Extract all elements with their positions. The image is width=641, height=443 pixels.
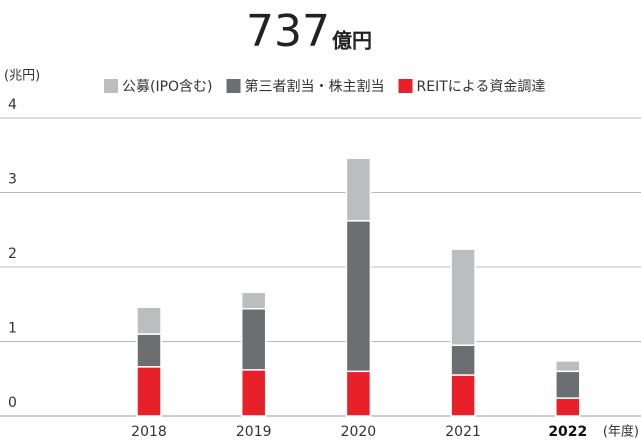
bar-segment <box>555 360 581 373</box>
y-tick-label: 4 <box>8 97 17 113</box>
bar-segment <box>240 369 267 417</box>
legend-swatch <box>226 79 241 93</box>
bar-segment <box>345 220 372 373</box>
x-tick-label: 2018 <box>131 424 167 440</box>
bar-segment <box>136 333 162 368</box>
x-tick-label: 2019 <box>236 424 272 440</box>
bar-segment <box>136 366 162 417</box>
bar-segment <box>450 374 476 417</box>
chart-title-unit: 億円 <box>332 29 372 53</box>
bar-segment <box>555 397 581 417</box>
x-tick-label: 2022 <box>548 424 587 440</box>
bar-segment <box>450 248 476 346</box>
y-axis-label: (兆円) <box>4 69 40 84</box>
chart-title: 737 <box>246 6 330 57</box>
x-tick-label: 2021 <box>445 424 481 440</box>
legend-label: 公募(IPO含む) <box>122 79 213 95</box>
bar-segment <box>555 370 581 399</box>
bar-segment <box>345 370 372 417</box>
bar-segment <box>240 291 267 310</box>
y-tick-label: 2 <box>8 246 17 262</box>
x-tick-label: 2020 <box>341 424 377 440</box>
bar-segment <box>136 306 162 335</box>
y-tick-label: 3 <box>8 172 17 188</box>
legend-label: 第三者割当・株主割当 <box>245 78 385 95</box>
legend-label: REITによる資金調達 <box>417 79 546 95</box>
bar-segment <box>240 307 267 371</box>
bar-segment <box>345 157 372 222</box>
x-axis-label: (年度) <box>603 424 639 440</box>
bar-segment <box>450 344 476 376</box>
legend-swatch <box>104 79 118 93</box>
y-tick-label: 0 <box>8 395 17 411</box>
legend-swatch <box>398 79 413 93</box>
y-tick-label: 1 <box>8 321 17 337</box>
